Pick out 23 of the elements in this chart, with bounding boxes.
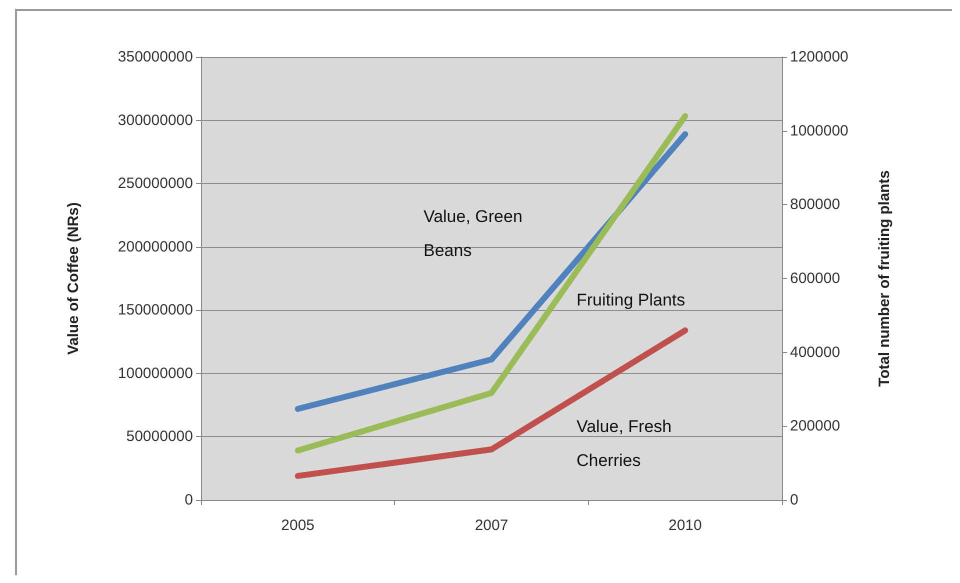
series-label: Value, Fresh Cherries [576, 416, 676, 470]
y2-tick-label: 400000 [790, 344, 840, 361]
y2-tick-label: 600000 [790, 270, 840, 287]
y-axis-title: Value of Coffee (NRs) [65, 202, 82, 355]
x-tick-label: 2005 [281, 517, 315, 534]
y-tick-label: 350000000 [118, 48, 193, 66]
y2-axis-title: Total number of fruiting plants [876, 170, 893, 387]
x-tick-label: 2007 [474, 517, 508, 534]
y2-tick-label: 0 [790, 492, 798, 508]
y2-tick-label: 200000 [790, 418, 840, 435]
y-tick-label: 300000000 [118, 112, 193, 129]
y-tick-label: 200000000 [118, 238, 193, 256]
series-label: Fruiting Plants [576, 290, 686, 310]
x-tick-label: 2010 [668, 517, 702, 534]
text: Value, Green Beans [424, 207, 528, 260]
y-tick-label: 250000000 [118, 175, 193, 192]
y-tick-label: 0 [184, 492, 193, 508]
y-tick-label: 50000000 [126, 428, 193, 446]
y2-tick-label: 800000 [790, 196, 840, 214]
y2-tick-label: 1200000 [790, 48, 848, 66]
y-tick-label: 150000000 [118, 302, 193, 319]
y2-tick-label: 1000000 [790, 122, 848, 140]
y-tick-label: 100000000 [118, 364, 193, 382]
